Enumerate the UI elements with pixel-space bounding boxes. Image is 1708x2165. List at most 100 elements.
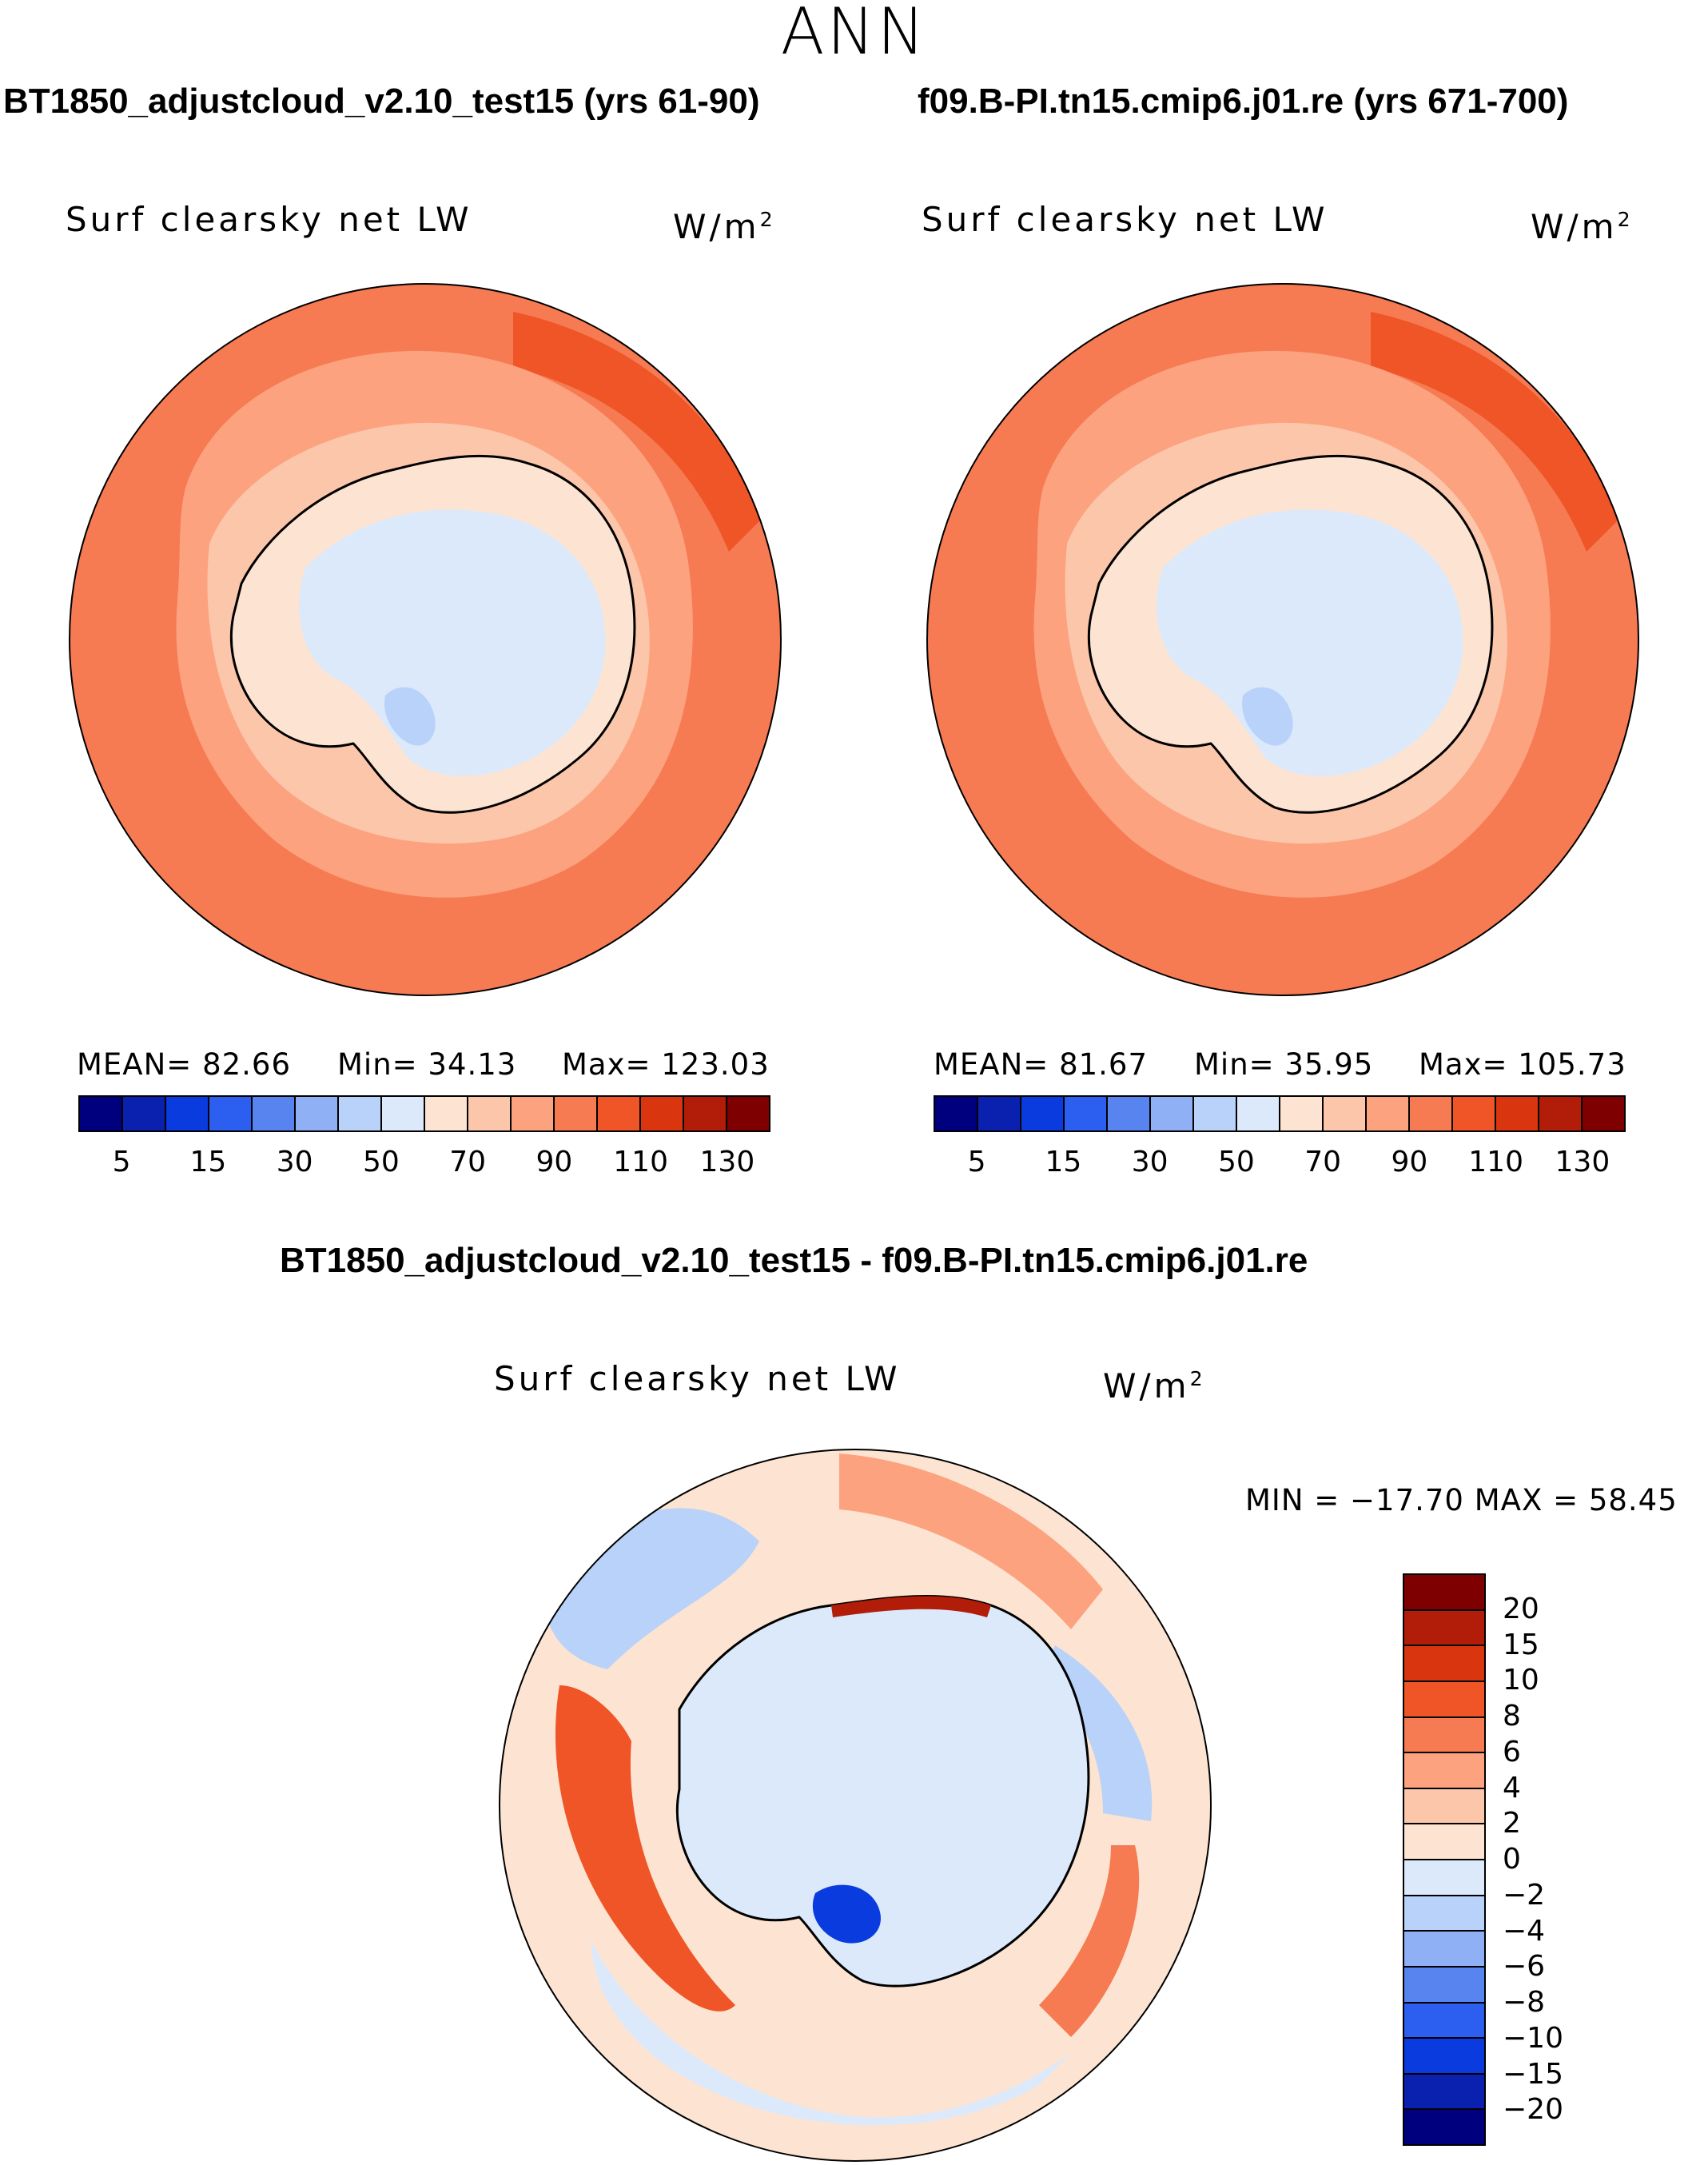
colorbar-tick-label: 5	[112, 1146, 131, 1178]
colorbar-swatch-14	[684, 1097, 727, 1130]
diff-colorbar-swatch-9	[1404, 1896, 1484, 1932]
left-variable-label: Surf clearsky net LW	[66, 200, 472, 239]
colorbar-swatch-9	[1324, 1097, 1367, 1130]
right-min-stat: Min= 35.95	[1194, 1047, 1374, 1082]
colorbar-swatch-3	[1065, 1097, 1108, 1130]
diff-colorbar-tick-label: 8	[1503, 1700, 1521, 1732]
colorbar-swatch-12	[598, 1097, 641, 1130]
right-case-title: f09.B-PI.tn15.cmip6.j01.re (yrs 671-700)	[918, 82, 1569, 121]
diff-case-title: BT1850_adjustcloud_v2.10_test15 - f09.B-…	[280, 1241, 1308, 1280]
diff-colorbar-swatch-2	[1404, 1646, 1484, 1682]
diff-colorbar-swatch-0	[1404, 1575, 1484, 1611]
colorbar-swatch-2	[166, 1097, 209, 1130]
colorbar-swatch-8	[1280, 1097, 1324, 1130]
colorbar-tick-label: 15	[189, 1146, 227, 1178]
left-ross-ice-shelf	[384, 687, 436, 746]
colorbar-tick-label: 130	[699, 1146, 755, 1178]
diff-colorbar-tick-label: −8	[1503, 1986, 1546, 2019]
colorbar-swatch-1	[978, 1097, 1021, 1130]
colorbar-swatch-6	[339, 1097, 382, 1130]
diff-colorbar-tick-label: 0	[1503, 1843, 1521, 1876]
diff-southeast-positive-band	[1039, 1845, 1140, 2037]
colorbar-swatch-10	[512, 1097, 555, 1130]
colorbar-tick-label: 110	[613, 1146, 668, 1178]
colorbar-swatch-15	[1583, 1097, 1624, 1130]
colorbar-swatch-5	[296, 1097, 339, 1130]
left-polar-map	[69, 283, 782, 996]
figure-title: ANN	[780, 0, 928, 69]
diff-colorbar-swatch-3	[1404, 1681, 1484, 1718]
colorbar-tick-label: 130	[1555, 1146, 1610, 1178]
right-midlat-band-region	[1371, 312, 1618, 552]
diff-colorbar-swatch-5	[1404, 1753, 1484, 1789]
diff-polar-map	[499, 1449, 1212, 2162]
diff-colorbar	[1403, 1573, 1486, 2146]
left-min-stat: Min= 34.13	[337, 1047, 517, 1082]
colorbar-swatch-14	[1539, 1097, 1583, 1130]
diff-colorbar-tick-label: −6	[1503, 1950, 1546, 1984]
colorbar-tick-label: 70	[449, 1146, 487, 1178]
diff-colorbar-tick-label: 6	[1503, 1735, 1521, 1768]
left-units-label: W/m2	[673, 207, 776, 246]
diff-minmax-stat: MIN = −17.70 MAX = 58.45	[1245, 1483, 1678, 1517]
colorbar-tick-label: 30	[276, 1146, 313, 1178]
right-polar-map	[926, 283, 1639, 996]
left-map-border	[69, 283, 782, 996]
right-max-stat: Max= 105.73	[1419, 1047, 1626, 1082]
colorbar-swatch-4	[253, 1097, 296, 1130]
left-midlat-band-region	[513, 312, 761, 552]
diff-colorbar-swatch-4	[1404, 1717, 1484, 1754]
left-case-title: BT1850_adjustcloud_v2.10_test15 (yrs 61-…	[3, 82, 760, 121]
colorbar-swatch-7	[382, 1097, 425, 1130]
diff-variable-label: Surf clearsky net LW	[494, 1359, 901, 1398]
right-antarctic-interior-region	[1157, 509, 1463, 776]
left-antarctic-interior-region	[299, 509, 606, 776]
colorbar-swatch-15	[727, 1097, 769, 1130]
diff-colorbar-tick-label: −10	[1503, 2021, 1563, 2055]
diff-southwest-ring	[591, 1941, 1071, 2126]
colorbar-tick-label: 15	[1045, 1146, 1082, 1178]
colorbar-swatch-8	[425, 1097, 468, 1130]
colorbar-swatch-12	[1453, 1097, 1496, 1130]
diff-coastal-positive-rim	[831, 1596, 991, 1617]
colorbar-tick-label: 70	[1304, 1146, 1342, 1178]
right-variable-label: Surf clearsky net LW	[922, 200, 1328, 239]
colorbar-tick-label: 90	[535, 1146, 573, 1178]
colorbar-swatch-11	[1410, 1097, 1453, 1130]
diff-colorbar-tick-label: 10	[1503, 1664, 1539, 1697]
right-colorbar	[934, 1095, 1626, 1132]
diff-colorbar-swatch-13	[1404, 2039, 1484, 2075]
diff-colorbar-tick-label: −2	[1503, 1878, 1546, 1912]
diff-units-label: W/m2	[1103, 1366, 1206, 1405]
diff-colorbar-swatch-14	[1404, 2074, 1484, 2111]
diff-ross-negative-region	[812, 1884, 881, 1944]
colorbar-swatch-13	[1496, 1097, 1539, 1130]
diff-antarctic-continent	[675, 1594, 1090, 1988]
colorbar-tick-label: 5	[967, 1146, 986, 1178]
diff-colorbar-tick-label: 4	[1503, 1771, 1521, 1804]
colorbar-swatch-3	[209, 1097, 253, 1130]
colorbar-swatch-0	[80, 1097, 123, 1130]
left-colorbar	[78, 1095, 770, 1132]
diff-colorbar-tick-label: −4	[1503, 1914, 1546, 1948]
diff-north-positive-band	[839, 1453, 1103, 1629]
colorbar-swatch-2	[1021, 1097, 1065, 1130]
diff-colorbar-swatch-10	[1404, 1932, 1484, 1968]
diff-colorbar-swatch-15	[1404, 2110, 1484, 2144]
right-units-label: W/m2	[1531, 207, 1634, 246]
colorbar-tick-label: 90	[1391, 1146, 1428, 1178]
right-map-border	[926, 283, 1639, 996]
diff-colorbar-swatch-7	[1404, 1824, 1484, 1860]
colorbar-swatch-4	[1108, 1097, 1151, 1130]
diff-colorbar-tick-label: 15	[1503, 1628, 1539, 1661]
diff-colorbar-tick-label: −15	[1503, 2057, 1563, 2091]
diff-colorbar-tick-label: 2	[1503, 1807, 1521, 1840]
colorbar-tick-label: 50	[362, 1146, 400, 1178]
diff-colorbar-swatch-1	[1404, 1610, 1484, 1647]
diff-colorbar-tick-label: 20	[1503, 1592, 1539, 1625]
colorbar-swatch-11	[555, 1097, 598, 1130]
colorbar-swatch-7	[1237, 1097, 1280, 1130]
colorbar-swatch-10	[1367, 1097, 1410, 1130]
left-mean-stat: MEAN= 82.66	[77, 1047, 291, 1082]
diff-colorbar-swatch-8	[1404, 1860, 1484, 1896]
